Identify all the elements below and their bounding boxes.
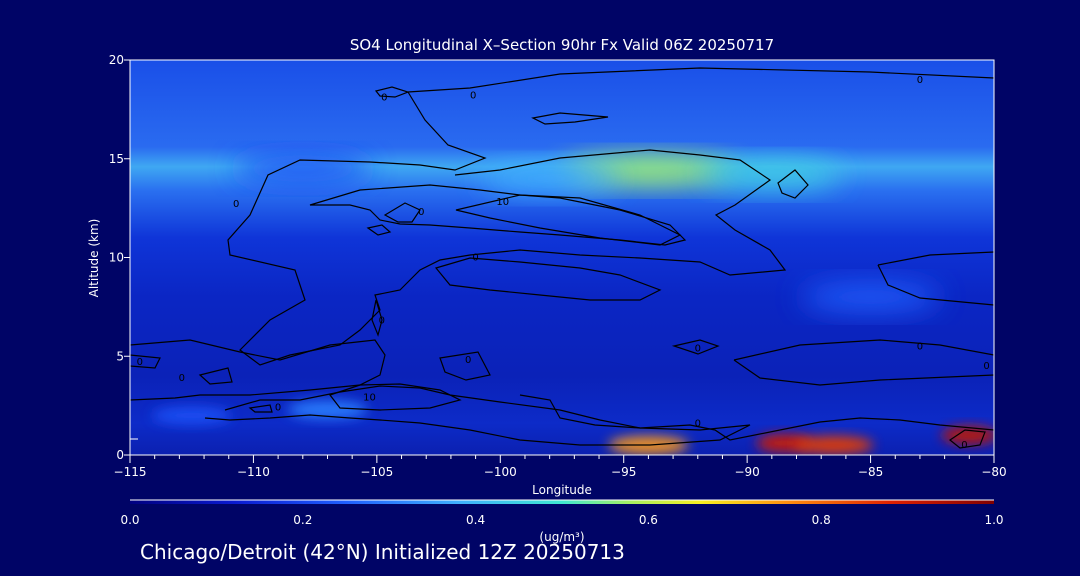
x-tick-label: −110 [237, 465, 270, 479]
contour-line [439, 351, 491, 381]
contour-line [130, 339, 386, 401]
contour-label: 0 [179, 373, 185, 384]
contour-label: 0 [695, 418, 701, 429]
x-tick-label: −105 [360, 465, 393, 479]
contour-label: 10 [496, 197, 509, 208]
contour-line [383, 202, 421, 223]
colorbar-ticks: 0.0 0.2 0.4 0.6 0.8 1.0 [120, 513, 1003, 527]
contour-label: 0 [470, 91, 476, 102]
chart-title: SO4 Longitudinal X–Section 90hr Fx Valid… [350, 36, 774, 54]
colorbar-unit-label: (ug/m³) [539, 530, 584, 544]
concentration-region [151, 406, 232, 425]
concentration-region [287, 400, 368, 419]
contour-lines [130, 67, 994, 449]
contour-line [519, 394, 994, 441]
contour-label: 0 [917, 341, 923, 352]
y-axis-label: Altitude (km) [87, 219, 101, 298]
contour-label: 0 [418, 207, 424, 218]
contour-label: 0 [695, 343, 701, 354]
x-tick-label: −100 [484, 465, 517, 479]
contour-label: 0 [472, 253, 478, 264]
contour-line [374, 86, 410, 98]
x-tick-label: −95 [611, 465, 636, 479]
y-tick-label: 10 [109, 251, 124, 265]
contour-label: 0 [233, 199, 239, 210]
contour-line [329, 383, 462, 411]
colorbar-tick-label: 0.0 [120, 513, 139, 527]
concentration-region [800, 283, 941, 311]
footer-caption: Chicago/Detroit (42°N) Initialized 12Z 2… [140, 540, 625, 564]
contour-line [204, 385, 751, 446]
contour-line [198, 367, 233, 385]
colorbar-tick-label: 0.4 [466, 513, 485, 527]
concentration-region [941, 426, 994, 445]
y-tick-label: 5 [116, 349, 124, 363]
concentration-region [479, 164, 620, 193]
contour-line [130, 354, 161, 369]
heatmap-background [130, 60, 994, 455]
contour-line [948, 429, 986, 449]
contour-line [248, 404, 273, 413]
colorbar-tick-label: 0.6 [639, 513, 658, 527]
contour-line [434, 257, 662, 301]
x-axis: −115 −110 −105 −100 −95 −90 −85 −80 [114, 455, 1007, 479]
concentration-region [793, 436, 874, 455]
contour-line [877, 264, 994, 306]
x-axis-label: Longitude [532, 483, 592, 497]
contour-line [733, 339, 994, 361]
contour-label: 0 [379, 316, 385, 327]
concentration-region [232, 154, 373, 183]
contour-line [407, 67, 994, 93]
contour-line [227, 91, 787, 366]
contour-line [877, 251, 994, 266]
concentration-region [701, 160, 842, 189]
colorbar-tick-label: 1.0 [984, 513, 1003, 527]
contour-line [531, 112, 609, 125]
y-tick-label: 20 [109, 53, 124, 67]
y-tick-label: 0 [116, 448, 124, 462]
concentration-regions [151, 154, 994, 455]
y-tick-label: 15 [109, 152, 124, 166]
contour-line [366, 224, 392, 236]
contour-line [371, 299, 383, 337]
y-axis: 0 5 10 15 20 [109, 53, 130, 462]
x-tick-label: −90 [734, 465, 759, 479]
contour-label: 0 [137, 357, 143, 368]
contour-label: 0 [961, 440, 967, 451]
contour-line [777, 169, 809, 199]
colorbar-tick-label: 0.8 [812, 513, 831, 527]
contour-line [455, 194, 682, 246]
colorbar [130, 500, 994, 504]
contour-label: 0 [917, 75, 923, 86]
contour-label: 10 [363, 393, 376, 404]
x-tick-label: −115 [114, 465, 147, 479]
contour-labels: 0 0 0 0 10 0 0 0 0 0 0 0 0 0 10 0 0 0 [137, 75, 990, 451]
contour-line [671, 339, 720, 355]
contour-label: 0 [381, 93, 387, 104]
contour-label: 0 [275, 403, 281, 414]
plot-area: 0 0 0 0 10 0 0 0 0 0 0 0 0 0 10 0 0 0 [130, 60, 994, 455]
x-tick-label: −80 [981, 465, 1006, 479]
contour-label: 0 [465, 355, 471, 366]
contour-line [733, 359, 994, 386]
contour-label: 0 [983, 361, 989, 372]
colorbar-tick-label: 0.2 [293, 513, 312, 527]
x-tick-label: −85 [858, 465, 883, 479]
